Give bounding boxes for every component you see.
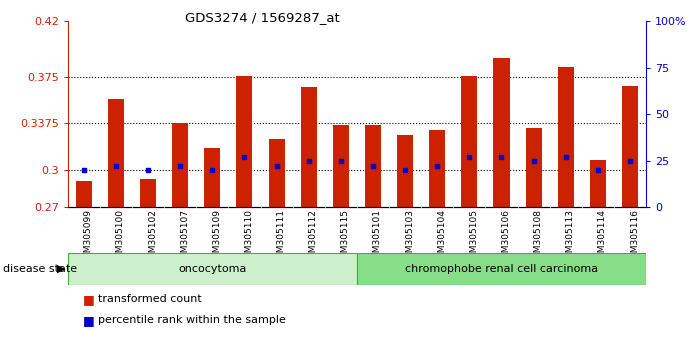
Text: ■: ■ <box>83 293 95 306</box>
Text: GSM305114: GSM305114 <box>598 210 607 264</box>
Bar <box>590 160 606 207</box>
Text: GSM305116: GSM305116 <box>630 210 639 264</box>
Bar <box>622 86 638 207</box>
Point <box>303 158 314 164</box>
Text: GSM305113: GSM305113 <box>566 210 575 264</box>
Text: GSM305106: GSM305106 <box>502 210 511 264</box>
Point <box>175 164 186 169</box>
Point <box>592 167 603 173</box>
Text: GSM305102: GSM305102 <box>148 210 157 264</box>
Text: GSM305099: GSM305099 <box>84 210 93 264</box>
Text: GSM305105: GSM305105 <box>469 210 478 264</box>
Text: GSM305107: GSM305107 <box>180 210 189 264</box>
Bar <box>301 87 316 207</box>
Text: GSM305101: GSM305101 <box>373 210 382 264</box>
Bar <box>397 135 413 207</box>
Text: GSM305100: GSM305100 <box>116 210 125 264</box>
Point <box>528 158 539 164</box>
Text: percentile rank within the sample: percentile rank within the sample <box>98 315 286 325</box>
Text: transformed count: transformed count <box>98 294 202 304</box>
Text: oncocytoma: oncocytoma <box>178 264 247 274</box>
Text: GSM305103: GSM305103 <box>405 210 414 264</box>
Text: disease state: disease state <box>3 264 77 274</box>
Text: GSM305111: GSM305111 <box>276 210 285 264</box>
Point <box>399 167 410 173</box>
Point <box>78 167 89 173</box>
Bar <box>526 128 542 207</box>
Point <box>207 167 218 173</box>
Point <box>111 164 122 169</box>
Bar <box>269 139 285 207</box>
Text: ■: ■ <box>83 314 95 327</box>
Point <box>335 158 346 164</box>
Point <box>625 158 636 164</box>
Point <box>432 164 443 169</box>
Text: chromophobe renal cell carcinoma: chromophobe renal cell carcinoma <box>405 264 598 274</box>
Text: GSM305112: GSM305112 <box>309 210 318 264</box>
Text: GSM305109: GSM305109 <box>212 210 221 264</box>
Bar <box>172 123 188 207</box>
Bar <box>429 130 445 207</box>
Point <box>560 154 571 160</box>
Bar <box>357 253 646 285</box>
Text: GSM305110: GSM305110 <box>245 210 254 264</box>
Text: GSM305108: GSM305108 <box>533 210 542 264</box>
Bar <box>236 76 252 207</box>
Bar <box>205 148 220 207</box>
Text: GDS3274 / 1569287_at: GDS3274 / 1569287_at <box>185 11 340 24</box>
Bar <box>108 99 124 207</box>
Bar <box>462 76 477 207</box>
Text: GSM305104: GSM305104 <box>437 210 446 264</box>
Bar <box>76 181 92 207</box>
Point <box>239 154 250 160</box>
Bar <box>365 125 381 207</box>
Bar <box>333 125 349 207</box>
Point <box>142 167 153 173</box>
Bar <box>140 179 156 207</box>
Bar <box>68 253 357 285</box>
Bar <box>558 67 574 207</box>
Point <box>368 164 379 169</box>
Point <box>464 154 475 160</box>
Point <box>271 164 282 169</box>
Bar <box>493 58 509 207</box>
Text: ▶: ▶ <box>57 264 65 274</box>
Text: GSM305115: GSM305115 <box>341 210 350 264</box>
Point <box>496 154 507 160</box>
